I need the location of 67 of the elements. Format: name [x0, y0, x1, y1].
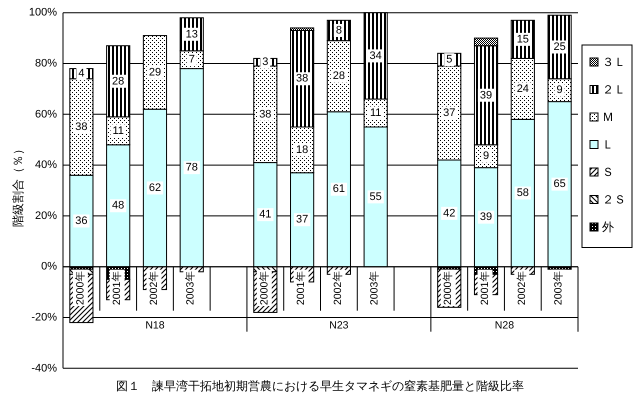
x-tick-label: 2000年 [258, 270, 270, 306]
legend-label: ２Ｓ [602, 192, 626, 206]
data-label: 34 [370, 50, 382, 62]
annotation: N18 [145, 320, 165, 332]
legend-label: 外 [602, 220, 614, 234]
legend-label: Ｓ [602, 165, 614, 179]
data-label: 28 [332, 70, 346, 82]
data-label: 39 [480, 211, 492, 224]
data-label: 62 [148, 182, 162, 194]
y-tick-label: 40% [34, 159, 58, 172]
data-label: 42 [443, 207, 456, 220]
data-label: 39 [480, 89, 492, 102]
data-label: 29 [148, 66, 162, 78]
data-label: 13 [186, 28, 198, 40]
data-label: 38 [259, 108, 272, 120]
y-tick-label: 80% [34, 58, 58, 70]
y-tick-label: 20% [34, 210, 58, 222]
data-label: 25 [553, 40, 566, 53]
data-label: 3 [262, 56, 268, 68]
x-tick-label: 2000年 [442, 270, 454, 306]
annotation: N28 [494, 320, 514, 332]
legend-label: ３Ｌ [602, 55, 626, 69]
data-label: 4 [78, 68, 84, 80]
annotation: N23 [329, 320, 349, 332]
data-label: 11 [370, 107, 382, 120]
data-label: 9 [482, 150, 490, 162]
x-tick-label: 2003年 [552, 270, 565, 306]
x-tick-label: 2002年 [148, 270, 160, 306]
x-tick-label: 2001年 [111, 270, 124, 306]
y-tick-label: 100% [28, 6, 58, 19]
data-label: 9 [556, 84, 563, 96]
data-label: 38 [75, 121, 88, 133]
x-tick-label: 2002年 [332, 270, 344, 306]
data-label: 55 [370, 190, 382, 203]
legend-label: Ｍ [602, 110, 614, 124]
data-label: 78 [186, 162, 198, 174]
data-label: 15 [516, 33, 529, 46]
x-tick-label: 2003年 [184, 270, 197, 306]
data-label: 24 [516, 82, 529, 95]
x-tick-label: 2003年 [368, 270, 381, 306]
data-label: 41 [259, 208, 272, 221]
data-label: 58 [516, 187, 529, 200]
text: 図１ 諫早湾干拓地初期営農における早生タマネギの窒素基肥量と階級比率 [116, 379, 524, 393]
data-label: 65 [553, 178, 566, 190]
data-label: 28 [112, 75, 124, 88]
y-tick-label: -40% [31, 362, 58, 374]
x-tick-label: 2000年 [74, 270, 86, 306]
y-axis-title: 階級割合（％） [11, 143, 25, 227]
x-tick-label: 2002年 [516, 270, 528, 306]
data-label: 36 [75, 214, 88, 227]
data-label: 5 [446, 54, 452, 66]
y-tick-label: 0% [41, 260, 58, 273]
data-label: 11 [112, 124, 124, 137]
data-label: 37 [443, 107, 456, 120]
y-tick-label: 60% [34, 108, 58, 120]
x-tick-label: 2001年 [479, 270, 492, 306]
data-label: 8 [336, 24, 342, 36]
data-label: 48 [112, 200, 124, 212]
legend-label: Ｌ [602, 138, 614, 152]
legend-label: ２Ｌ [602, 82, 626, 96]
data-label: 37 [296, 214, 308, 226]
x-tick-label: 2001年 [295, 270, 308, 306]
data-label: 38 [296, 72, 308, 85]
data-label: 7 [188, 54, 195, 66]
y-tick-label: -20% [31, 312, 58, 324]
data-label: 18 [296, 144, 308, 156]
data-label: 61 [332, 183, 346, 196]
